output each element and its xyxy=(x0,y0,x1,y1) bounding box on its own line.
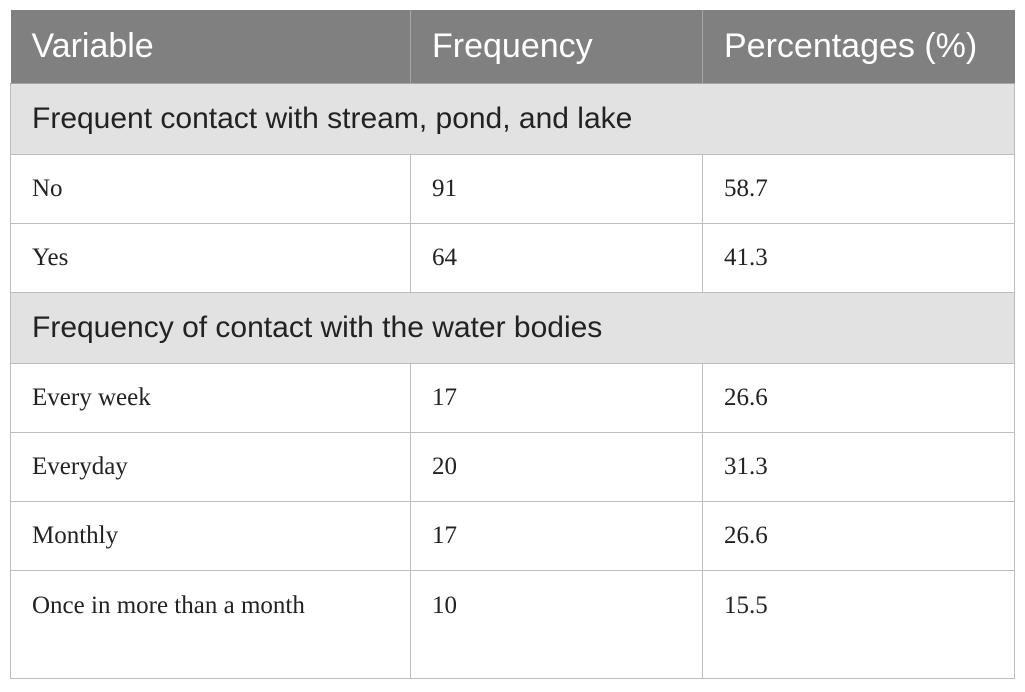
cell-frequency: 91 xyxy=(410,153,703,224)
header-row: Variable Frequency Percentages (%) xyxy=(10,10,1015,84)
cell-variable: Every week xyxy=(10,362,411,433)
cell-frequency: 20 xyxy=(410,431,703,502)
section-title-frequency: Frequency of contact with the water bodi… xyxy=(10,292,1015,364)
cell-variable: Monthly xyxy=(10,500,411,571)
data-table: Variable Frequency Percentages (%) Frequ… xyxy=(10,10,1015,679)
table-row: Yes 64 41.3 xyxy=(10,222,1015,293)
table-row: Monthly 17 26.6 xyxy=(10,500,1015,571)
cell-percentage: 26.6 xyxy=(702,500,1015,571)
section-row: Frequency of contact with the water bodi… xyxy=(10,292,1015,364)
header-frequency: Frequency xyxy=(410,10,703,84)
table-row: No 91 58.7 xyxy=(10,153,1015,224)
cell-frequency: 10 xyxy=(410,569,703,679)
cell-variable: Once in more than a month xyxy=(10,569,411,679)
cell-frequency: 64 xyxy=(410,222,703,293)
cell-percentage: 26.6 xyxy=(702,362,1015,433)
cell-percentage: 41.3 xyxy=(702,222,1015,293)
cell-variable: Everyday xyxy=(10,431,411,502)
section-row: Frequent contact with stream, pond, and … xyxy=(10,83,1015,155)
table-row: Once in more than a month 10 15.5 xyxy=(10,569,1015,679)
cell-frequency: 17 xyxy=(410,500,703,571)
cell-percentage: 31.3 xyxy=(702,431,1015,502)
header-percentages: Percentages (%) xyxy=(702,10,1015,84)
header-variable: Variable xyxy=(10,10,411,84)
cell-frequency: 17 xyxy=(410,362,703,433)
cell-variable: No xyxy=(10,153,411,224)
cell-variable: Yes xyxy=(10,222,411,293)
table-row: Every week 17 26.6 xyxy=(10,362,1015,433)
cell-percentage: 15.5 xyxy=(702,569,1015,679)
table-row: Everyday 20 31.3 xyxy=(10,431,1015,502)
cell-percentage: 58.7 xyxy=(702,153,1015,224)
section-title-contact: Frequent contact with stream, pond, and … xyxy=(10,83,1015,155)
